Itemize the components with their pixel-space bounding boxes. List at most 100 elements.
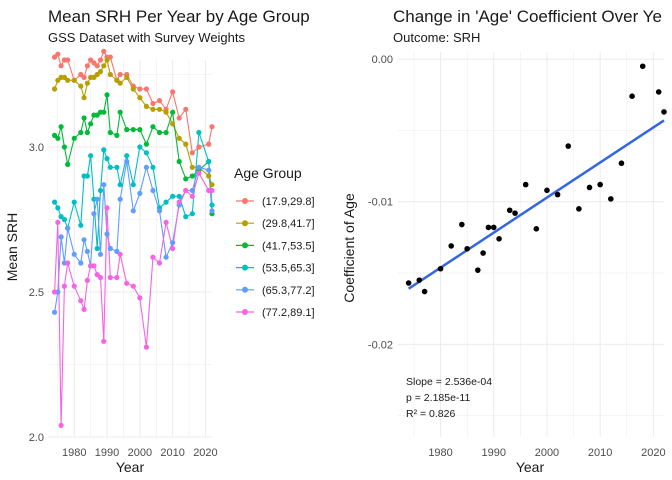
data-point [104,57,110,63]
data-point [170,245,176,252]
data-point [71,283,77,289]
data-point [104,92,110,98]
scatter-point [629,93,635,100]
y-tick-label: 2.0 [29,432,44,444]
data-point [94,245,100,252]
data-point [189,164,195,170]
right-chart-subtitle: Outcome: SRH [393,30,480,45]
data-point [156,208,163,214]
data-point [189,193,195,199]
x-tick-label: 1990 [482,447,506,459]
data-point [81,306,87,312]
data-point [137,127,143,133]
data-point [65,57,71,63]
data-point [101,338,107,344]
stats-annotations: Slope = 2.536e-04 p = 2.185e-11 R² = 0.826 [406,376,492,420]
data-point [189,211,195,217]
data-point [104,231,110,237]
left-x-axis-label: Year [116,459,145,475]
stats-annotation: Slope = 2.536e-04 [406,376,492,388]
y-tick-label: 0.00 [372,54,393,66]
left-y-tick-labels: 2.0 2.5 3.0 [29,142,44,444]
right-chart: Change in 'Age' Coefficient Over Ye Outc… [341,7,667,475]
data-point [176,199,182,205]
scatter-point [618,160,625,167]
data-point [51,309,58,315]
data-point [91,263,97,269]
data-point [196,164,202,170]
data-point [51,199,58,205]
data-point [206,173,212,179]
regression-line-path [407,119,665,290]
data-point [58,124,64,130]
left-chart: Mean SRH Per Year by Age Group GSS Datas… [4,7,315,475]
scatter-point [655,89,662,95]
right-x-tick-labels: 1980 1990 2000 2010 2020 [428,447,665,459]
data-point [61,144,67,150]
data-point [170,193,176,199]
data-point [71,251,77,257]
data-point [156,106,163,112]
y-tick-label: -0.01 [368,197,393,209]
legend-item-label: (77.2,89.1] [262,307,315,319]
data-point [71,135,77,141]
data-point [143,141,149,147]
y-tick-label: -0.02 [368,339,393,351]
data-point [176,158,182,165]
data-point [183,141,189,147]
data-point [170,240,176,246]
data-point [71,77,77,83]
data-point [143,86,149,92]
series-line-1 [54,58,213,185]
data-point [88,153,94,159]
data-point [107,245,113,252]
data-point [209,182,215,188]
data-point [117,109,123,115]
data-point [150,106,156,112]
data-point [101,63,107,69]
data-point [163,254,169,260]
scatter-point [544,187,550,194]
left-chart-subtitle: GSS Dataset with Survey Weights [48,30,246,45]
series-line-0 [54,49,213,154]
data-point [84,80,90,86]
data-point [94,196,100,202]
data-point [97,187,104,194]
data-point [163,129,169,136]
data-point [55,219,61,225]
data-point [137,95,143,101]
scatter-point [608,196,614,202]
data-point [101,48,107,54]
data-point [78,298,84,304]
data-point [189,173,195,179]
data-point [65,77,71,83]
left-series-points [51,48,215,428]
legend-key-point [242,286,248,293]
data-point [124,158,130,165]
legend-key-point [242,309,248,315]
data-point [150,124,156,130]
x-tick-label: 1980 [62,447,86,459]
data-point [101,147,107,153]
series-line-5 [54,171,212,426]
right-y-tick-labels: -0.02 -0.01 0.00 [368,54,393,351]
y-tick-label: 3.0 [29,142,44,154]
data-point [124,280,130,286]
data-point [143,164,149,170]
data-point [150,254,156,260]
scatter-point [485,224,492,231]
y-tick-label: 2.5 [29,287,44,299]
scatter-point [405,280,412,286]
scatter-point [565,143,572,149]
data-point [124,153,130,159]
data-point [209,124,215,130]
legend-item-label: (65.3,77.2] [262,285,315,297]
scatter-point [421,288,428,295]
data-point [183,187,189,194]
x-tick-label: 2020 [193,447,217,459]
data-point [137,190,143,196]
data-point [114,164,120,170]
data-point [84,63,90,69]
data-point [81,237,87,243]
